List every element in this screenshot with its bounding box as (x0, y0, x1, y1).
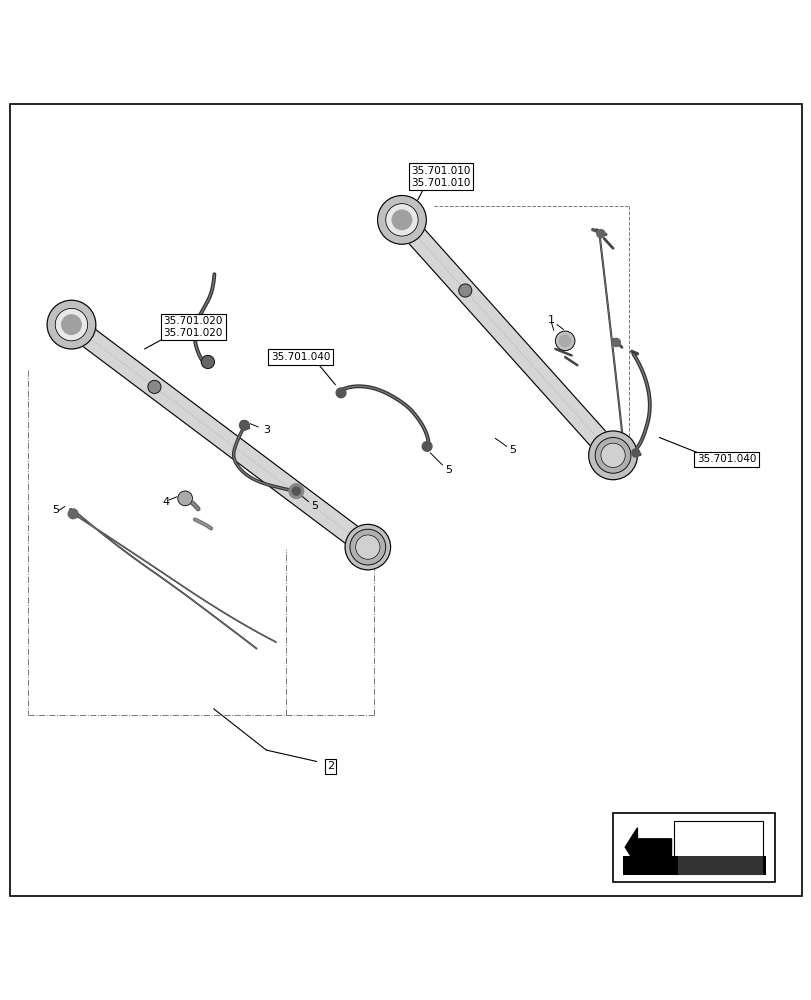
Circle shape (596, 230, 604, 238)
Text: 35.701.010
35.701.010: 35.701.010 35.701.010 (410, 166, 470, 188)
Circle shape (620, 453, 629, 463)
Circle shape (600, 443, 624, 468)
Polygon shape (393, 213, 620, 462)
Text: 5: 5 (311, 501, 317, 511)
Circle shape (62, 315, 81, 334)
Text: 35.701.040: 35.701.040 (696, 454, 756, 464)
Text: 1: 1 (547, 315, 554, 325)
Circle shape (68, 509, 78, 519)
Circle shape (201, 355, 214, 368)
Circle shape (350, 529, 385, 565)
Circle shape (631, 449, 639, 457)
Text: 3: 3 (263, 425, 269, 435)
Circle shape (55, 308, 88, 341)
Polygon shape (624, 828, 671, 866)
Circle shape (292, 487, 300, 495)
Circle shape (47, 300, 96, 349)
Circle shape (555, 331, 574, 351)
Circle shape (359, 539, 375, 555)
Circle shape (345, 524, 390, 570)
Circle shape (392, 210, 411, 230)
Circle shape (458, 284, 471, 297)
Circle shape (353, 532, 382, 562)
Bar (612, 813, 775, 882)
Circle shape (178, 491, 192, 506)
Circle shape (148, 380, 161, 393)
Text: 5: 5 (52, 505, 58, 515)
Circle shape (611, 338, 620, 347)
Circle shape (289, 484, 303, 498)
Circle shape (588, 431, 637, 480)
Text: 2: 2 (327, 761, 333, 771)
Text: 5: 5 (444, 465, 451, 475)
Polygon shape (65, 316, 374, 556)
Circle shape (385, 204, 418, 236)
Text: 5: 5 (509, 445, 516, 455)
Circle shape (559, 335, 570, 347)
Circle shape (336, 388, 345, 398)
Bar (622, 856, 765, 875)
Bar (673, 821, 762, 874)
Circle shape (355, 535, 380, 559)
Text: 35.701.040: 35.701.040 (270, 352, 330, 362)
Text: 35.701.020
35.701.020: 35.701.020 35.701.020 (163, 316, 223, 338)
Circle shape (603, 446, 622, 465)
Circle shape (596, 439, 629, 472)
Circle shape (422, 442, 431, 451)
Circle shape (594, 437, 630, 473)
Circle shape (239, 420, 249, 430)
Text: 4: 4 (162, 497, 169, 507)
Bar (677, 856, 762, 875)
Circle shape (377, 196, 426, 244)
